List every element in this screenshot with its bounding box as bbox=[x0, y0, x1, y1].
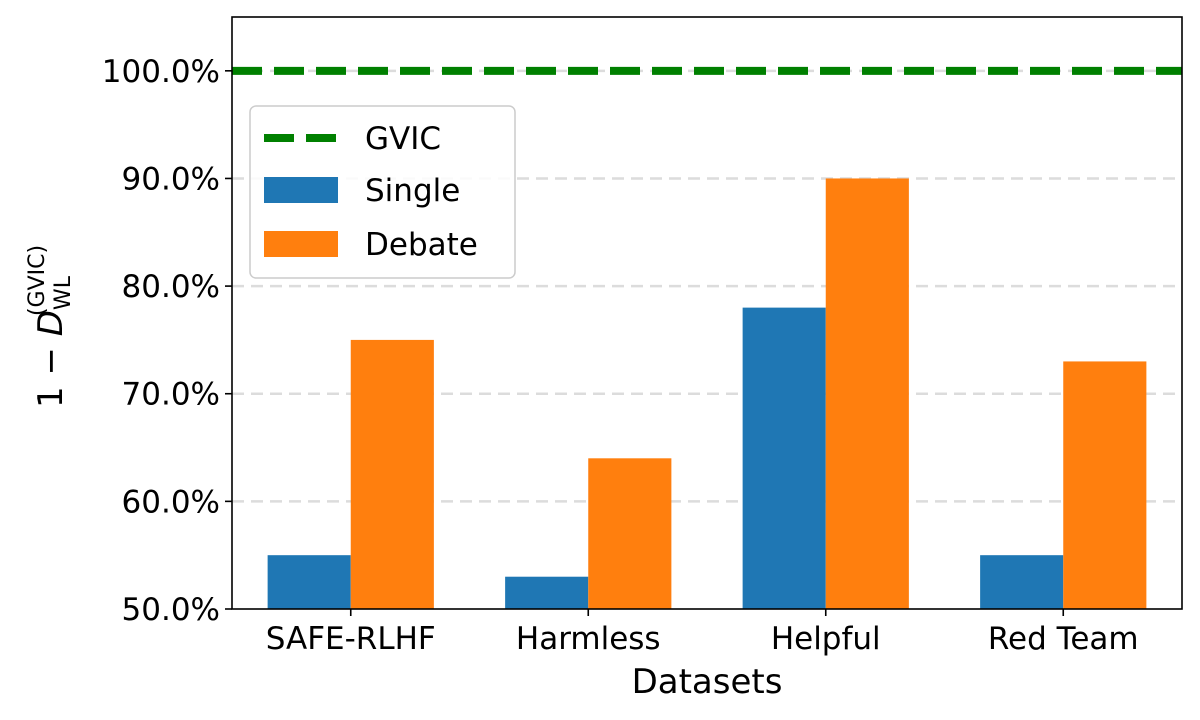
legend-label-debate: Debate bbox=[365, 227, 478, 263]
x-tick-label: Harmless bbox=[516, 621, 661, 657]
legend-label-single: Single bbox=[365, 173, 460, 209]
y-tick-label: 100.0% bbox=[102, 54, 220, 90]
bar-single-safe-rlhf bbox=[267, 555, 351, 609]
y-axis-label-superscript: (GVIC) bbox=[25, 245, 50, 316]
y-tick-label: 80.0% bbox=[122, 269, 220, 305]
legend-label-gvic: GVIC bbox=[365, 121, 441, 157]
y-tick-label: 50.0% bbox=[122, 592, 220, 628]
y-tick-label: 60.0% bbox=[122, 484, 220, 520]
y-axis-label-symbol: D bbox=[31, 310, 71, 336]
bar-debate-helpful bbox=[825, 178, 909, 610]
x-tick-label: SAFE-RLHF bbox=[266, 621, 436, 657]
bar-single-harmless bbox=[505, 576, 589, 609]
y-tick-label: 70.0% bbox=[122, 377, 220, 413]
x-axis-label: Datasets bbox=[632, 662, 783, 702]
bar-debate-red-team bbox=[1063, 361, 1147, 609]
bar-single-red-team bbox=[980, 555, 1064, 609]
y-axis-label-subscript: WL bbox=[51, 275, 76, 310]
y-axis: 50.0% 60.0% 70.0% 80.0% 90.0% 100.0% bbox=[102, 54, 232, 628]
legend-swatch-debate bbox=[264, 231, 338, 257]
bar-debate-safe-rlhf bbox=[350, 339, 434, 609]
y-axis-label-prefix: 1 − bbox=[31, 336, 71, 408]
svg-text:1 − DWL(GVIC): 1 − DWL(GVIC) bbox=[25, 245, 76, 408]
x-axis: SAFE-RLHF Harmless Helpful Red Team bbox=[266, 609, 1139, 657]
bar-single-helpful bbox=[742, 307, 826, 609]
x-tick-label: Helpful bbox=[771, 621, 881, 657]
x-tick-label: Red Team bbox=[988, 621, 1139, 657]
y-axis-label: 1 − DWL(GVIC) bbox=[25, 245, 76, 408]
bar-debate-harmless bbox=[588, 458, 672, 609]
legend: GVIC Single Debate bbox=[249, 105, 516, 279]
bars bbox=[267, 178, 1147, 610]
y-tick-label: 90.0% bbox=[122, 161, 220, 197]
legend-swatch-single bbox=[264, 177, 338, 203]
plot-frame bbox=[231, 16, 1183, 610]
